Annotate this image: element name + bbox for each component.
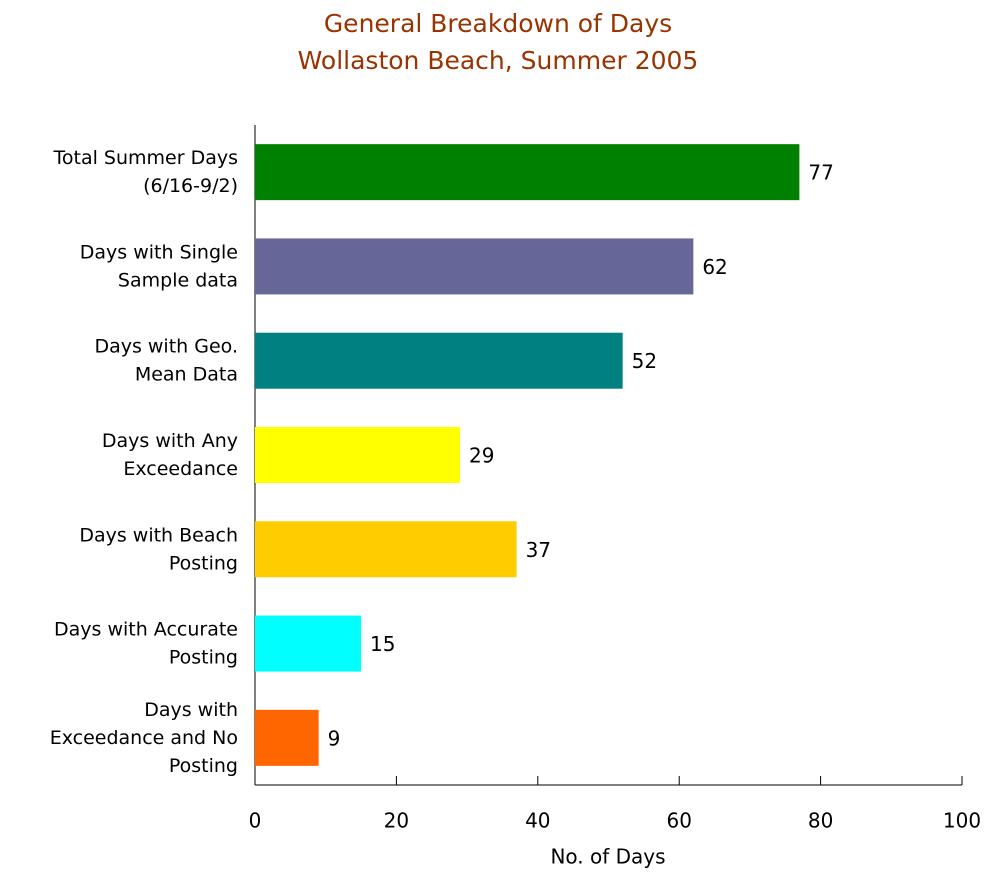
x-tick-label: 60 — [666, 809, 691, 833]
bar — [255, 144, 800, 201]
bar — [255, 709, 319, 766]
x-axis-label: No. of Days — [550, 845, 665, 869]
value-label: 77 — [808, 161, 833, 185]
x-tick-label: 40 — [525, 809, 550, 833]
chart-title: General Breakdown of Days — [324, 9, 672, 38]
y-tick-label: Days with Single Sample data — [80, 241, 238, 291]
y-tick-label: Days with Exceedance and No Posting — [50, 698, 238, 776]
value-label: 52 — [632, 349, 657, 373]
y-tick-label: Days with Geo. Mean Data — [94, 335, 238, 385]
value-label: 62 — [702, 255, 727, 279]
value-label: 15 — [370, 632, 395, 656]
y-tick-label: Days with Accurate Posting — [54, 618, 238, 668]
value-label: 29 — [469, 444, 494, 468]
value-label: 9 — [328, 726, 341, 750]
bar — [255, 238, 694, 295]
value-label: 37 — [526, 538, 551, 562]
chart-subtitle: Wollaston Beach, Summer 2005 — [298, 46, 699, 75]
bar — [255, 521, 517, 578]
x-tick-label: 80 — [808, 809, 833, 833]
bar — [255, 427, 461, 483]
x-tick-label: 0 — [249, 809, 262, 833]
bar — [255, 332, 623, 389]
bar — [255, 615, 362, 672]
x-tick-label: 100 — [943, 809, 981, 833]
y-tick-label: Total Summer Days (6/16-9/2) — [53, 147, 239, 197]
y-tick-label: Days with Any Exceedance — [102, 430, 238, 480]
y-tick-label: Days with Beach Posting — [79, 524, 238, 574]
x-tick-label: 20 — [384, 809, 409, 833]
